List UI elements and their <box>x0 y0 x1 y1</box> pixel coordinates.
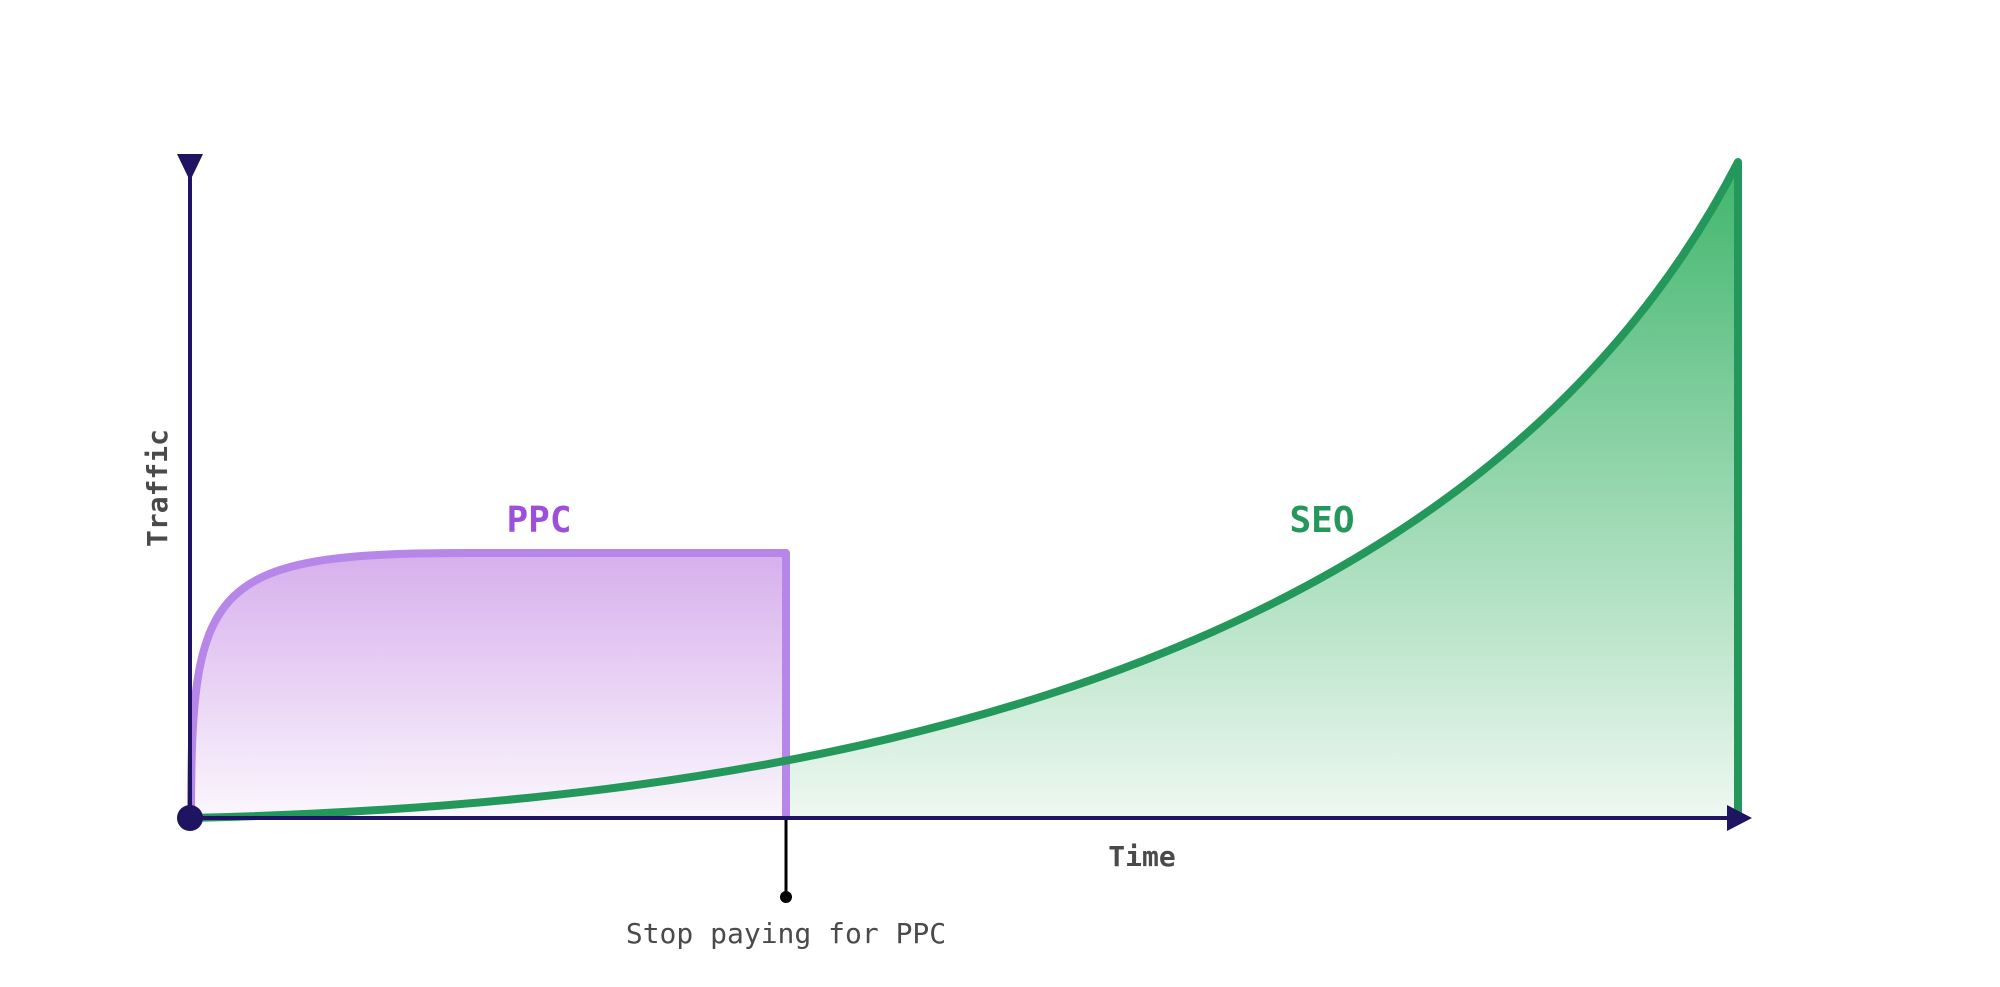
seo-curve <box>186 158 1742 822</box>
ppc-area <box>191 552 786 818</box>
seo-area <box>190 162 1738 818</box>
x-axis-arrow <box>1727 805 1752 831</box>
y-axis-title: Traffic <box>141 429 174 547</box>
origin-dot <box>177 805 203 831</box>
x-axis-title: Time <box>1108 840 1175 873</box>
annotation-dot <box>780 891 792 903</box>
ppc-label: PPC <box>506 500 571 541</box>
annotation-text: Stop paying for PPC <box>626 917 946 950</box>
ppc-curve <box>187 548 790 819</box>
seo-label: SEO <box>1289 500 1354 541</box>
y-axis-arrow <box>177 154 203 181</box>
